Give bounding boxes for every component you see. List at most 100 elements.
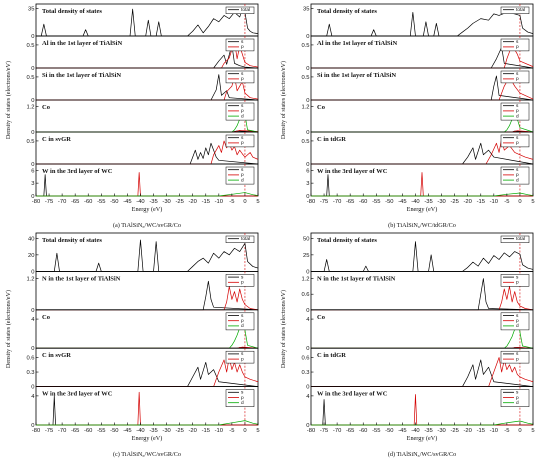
x-tick-label: -70 <box>333 199 341 205</box>
panel-label: Al in the 1st layer of TiAlSiN <box>42 40 122 47</box>
series-line-p <box>311 172 533 197</box>
legend-box <box>500 6 530 14</box>
x-tick-label: -10 <box>490 199 498 205</box>
y-tick-label: 0.3 <box>26 370 34 376</box>
series-line-p <box>36 140 259 165</box>
x-tick-label: -30 <box>162 199 170 205</box>
y-tick-label: 0.5 <box>301 75 309 81</box>
panel-label: C in svGR <box>42 352 71 359</box>
y-tick-label: 4 <box>31 394 35 400</box>
x-tick-label: -55 <box>372 199 380 205</box>
y-tick-label: 25 <box>303 253 309 259</box>
legend-entry: p <box>241 141 244 146</box>
y-tick-label: 0 <box>31 130 34 136</box>
x-tick-label: -60 <box>84 428 92 434</box>
x-tick-label: -70 <box>58 428 66 434</box>
x-tick-label: -10 <box>490 428 498 434</box>
legend-entry: p <box>241 357 244 362</box>
legend-box <box>225 70 255 84</box>
y-axis-title: Density of states (electrons/eV) <box>280 290 287 368</box>
x-tick-label: -20 <box>464 428 472 434</box>
x-tick-label: -55 <box>97 199 105 205</box>
y-tick-label: 0 <box>306 346 309 352</box>
series-line-d <box>36 315 259 349</box>
panel-label: C in svGR <box>42 136 71 143</box>
series-line-p <box>311 44 534 69</box>
x-tick-label: -30 <box>437 428 445 434</box>
x-tick-label: -5 <box>229 428 234 434</box>
y-tick-label: 0.5 <box>301 139 309 145</box>
series-line-p <box>311 286 534 311</box>
x-tick-label: -35 <box>149 199 157 205</box>
y-tick-label: 0 <box>31 346 34 352</box>
series-line-p <box>36 40 259 69</box>
legend-box <box>500 70 530 84</box>
y-axis-title: Density of states (electrons/eV) <box>5 290 12 368</box>
legend-box <box>500 235 530 243</box>
x-tick-label: -80 <box>32 199 40 205</box>
x-tick-label: 5 <box>256 428 259 434</box>
legend-box <box>225 6 255 14</box>
x-tick-label: -50 <box>110 199 118 205</box>
figure-a: 0 35 Total density of states total 0 0.5 Al in… <box>0 0 275 229</box>
x-tick-label: -70 <box>333 428 341 434</box>
series-line-d <box>36 192 259 197</box>
y-tick-label: 50 <box>303 236 309 242</box>
legend-entry: total <box>516 7 525 13</box>
panel-label: W in the 3rd layer of WC <box>317 168 388 175</box>
legend-entry: p <box>516 281 519 286</box>
x-tick-label: -15 <box>202 199 210 205</box>
series-line-d <box>311 192 534 197</box>
legend-box <box>500 38 530 52</box>
y-tick-label: 0 <box>31 162 34 168</box>
series-line-s <box>36 361 259 387</box>
x-tick-label: -15 <box>202 428 210 434</box>
legend-entry: s <box>241 352 244 357</box>
x-tick-label: -45 <box>123 199 131 205</box>
legend-entry: d <box>516 400 519 406</box>
legend-box <box>500 274 530 287</box>
y-tick-label: 0 <box>306 269 309 275</box>
series-line-d <box>311 420 534 426</box>
legend-entry: s <box>241 391 244 396</box>
y-tick-label: 0 <box>31 385 34 391</box>
panel-label: Total density of states <box>42 237 102 244</box>
x-tick-label: -75 <box>320 199 328 205</box>
x-tick-label: -45 <box>398 199 406 205</box>
panel-label: Co <box>42 314 50 321</box>
x-tick-label: -55 <box>97 428 105 434</box>
y-tick-label: 0 <box>306 162 309 168</box>
legend-entry: s <box>516 275 519 280</box>
x-tick-label: -30 <box>437 199 445 205</box>
series-line-s <box>311 399 533 426</box>
legend-box <box>225 274 255 287</box>
series-line-p <box>311 76 534 101</box>
series-line-s <box>311 75 534 101</box>
x-tick-label: -5 <box>504 428 509 434</box>
panel-frame <box>35 99 259 133</box>
x-tick-label: 5 <box>256 199 259 205</box>
y-tick-label: 0.6 <box>301 355 309 361</box>
legend-entry: d <box>241 400 244 406</box>
panel-frame <box>35 309 259 349</box>
x-tick-label: 0 <box>243 199 246 205</box>
x-tick-label: -60 <box>359 199 367 205</box>
x-tick-label: -45 <box>398 428 406 434</box>
legend-entry: d <box>516 323 519 329</box>
legend-entry: p <box>241 396 244 401</box>
panel-label: Total density of states <box>317 237 377 244</box>
series-line-total <box>36 239 259 272</box>
x-tick-label: -5 <box>229 199 234 205</box>
legend-entry: s <box>516 352 519 357</box>
y-tick-label: 4 <box>306 394 310 400</box>
x-tick-label: -25 <box>450 428 458 434</box>
x-tick-label: -40 <box>136 199 144 205</box>
legend-entry: s <box>241 104 244 109</box>
y-tick-label: 6 <box>306 168 309 174</box>
x-axis-title: Energy (eV) <box>407 435 438 442</box>
x-tick-label: -10 <box>215 428 223 434</box>
